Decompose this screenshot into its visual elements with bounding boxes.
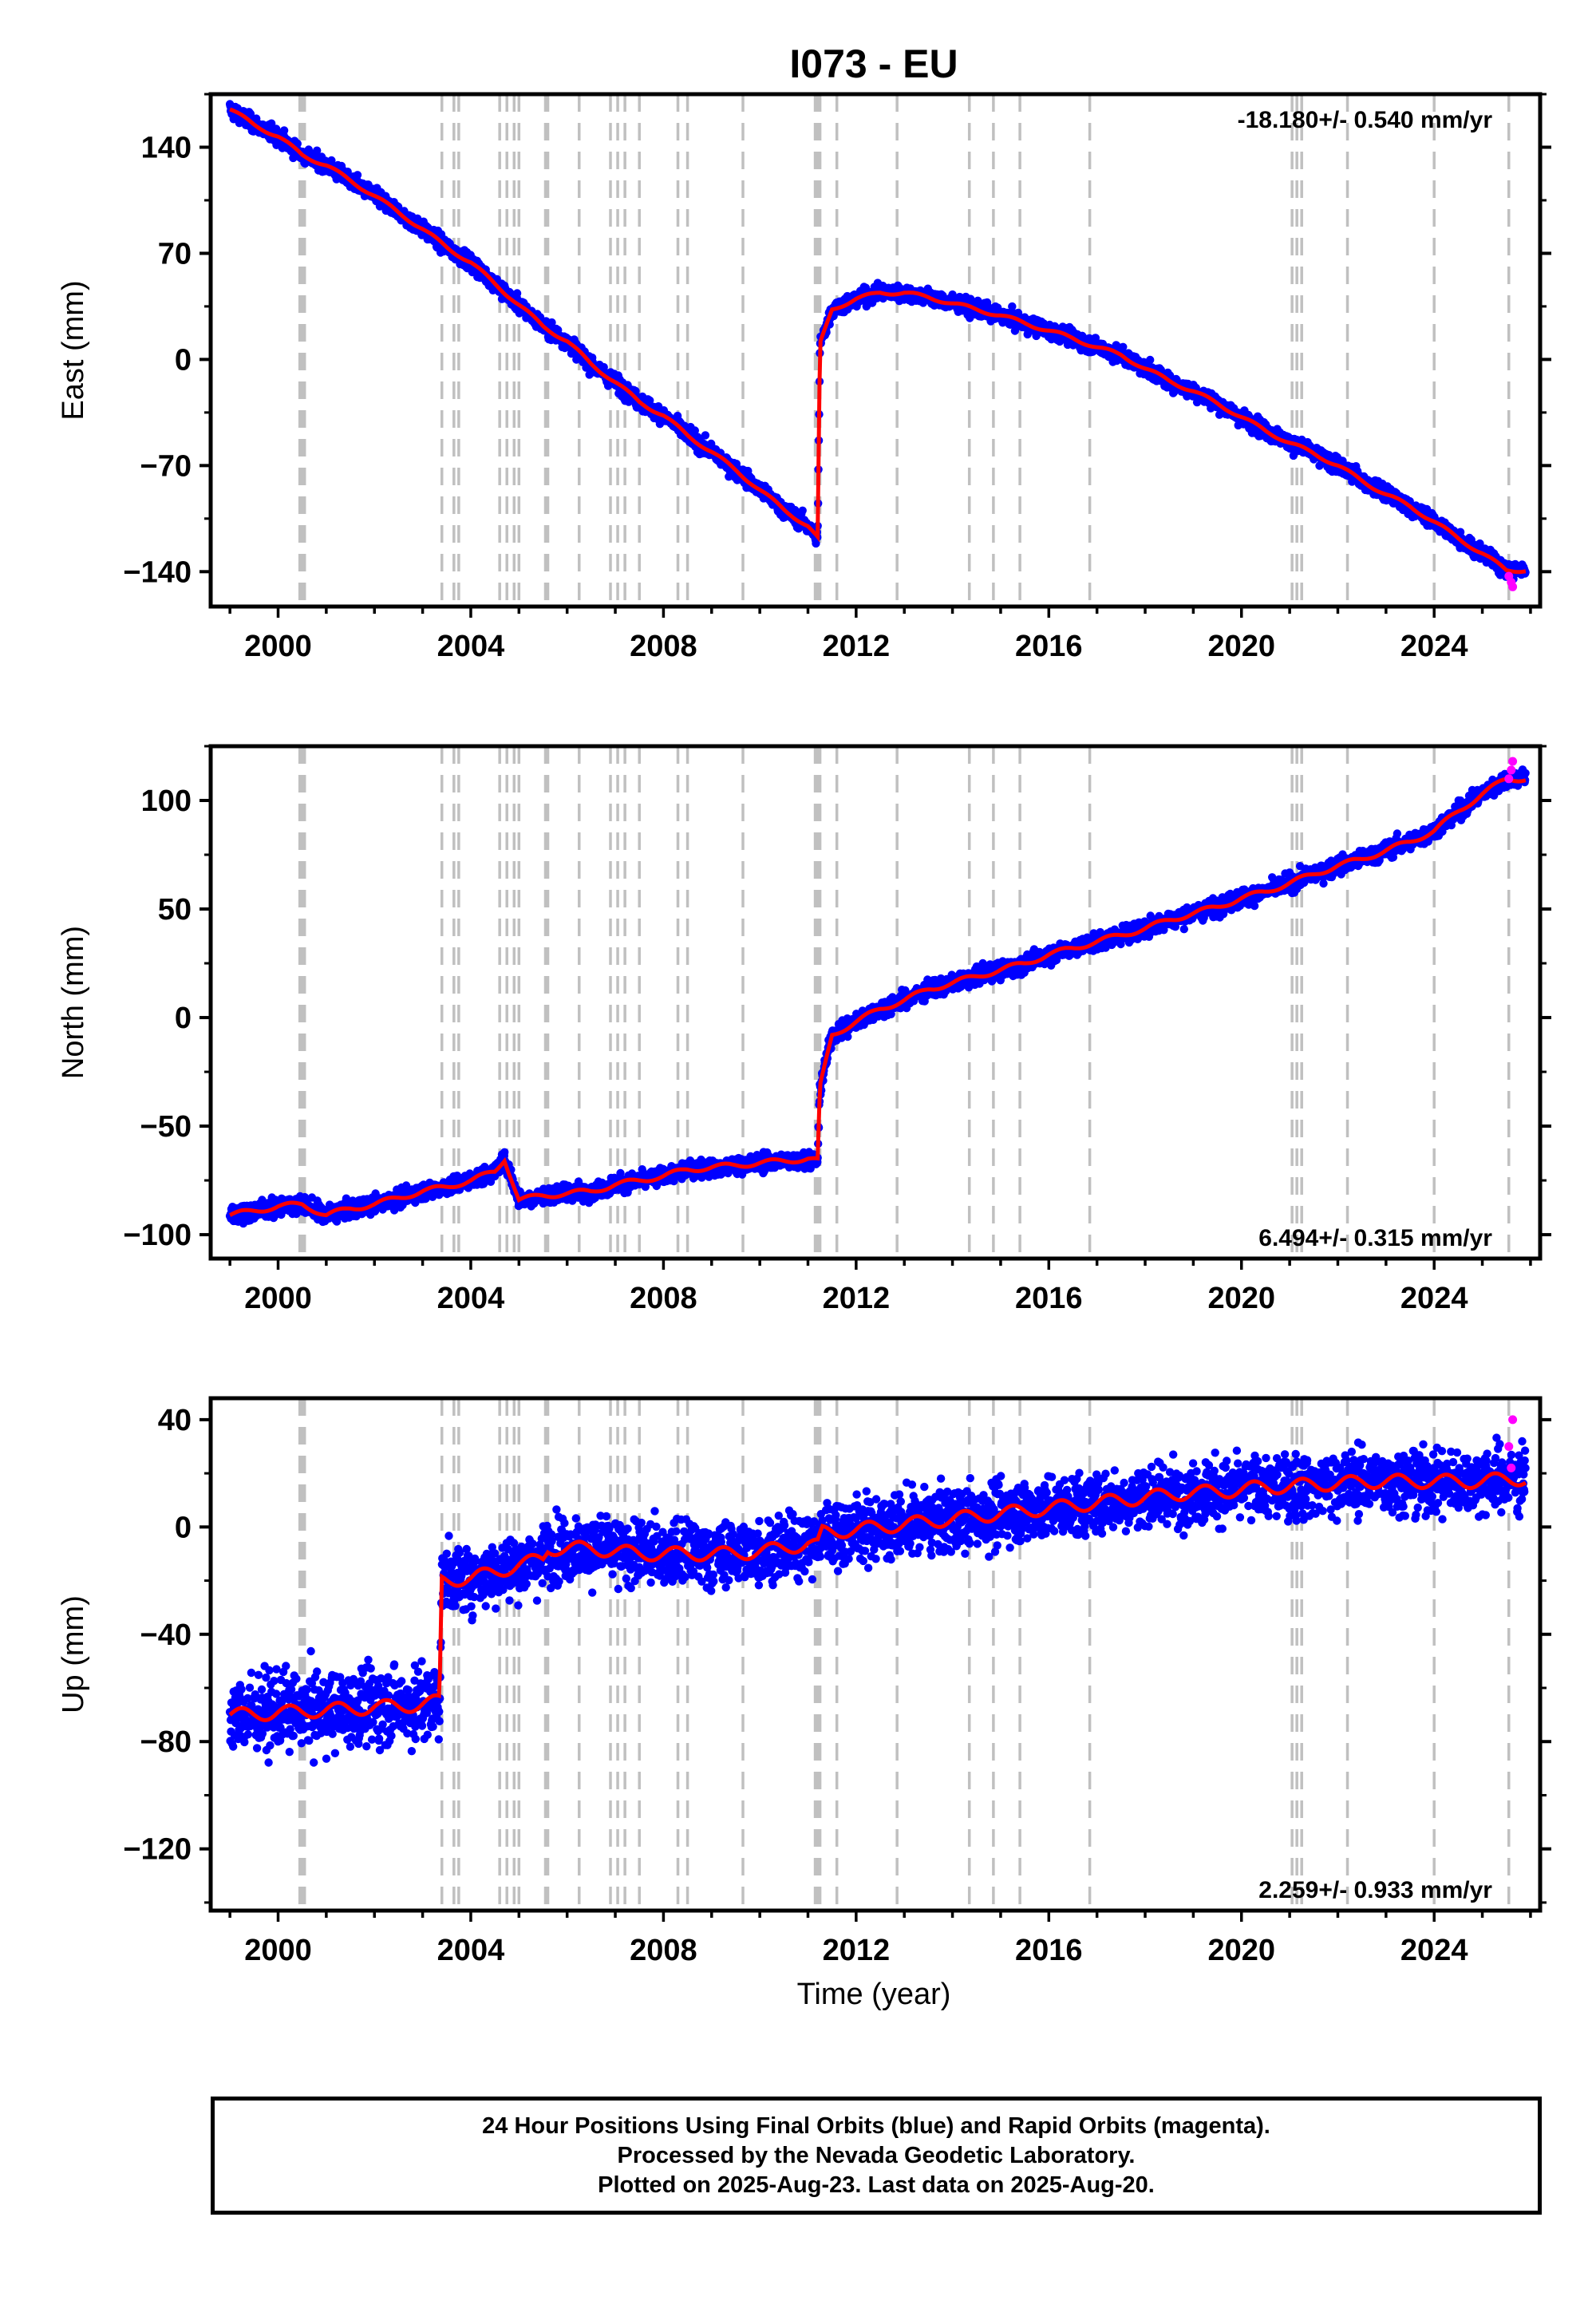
x-tick-label: 2012 [823,630,891,663]
data-point-final [1119,342,1128,351]
data-point-final [701,431,710,440]
data-point-final [798,506,807,515]
x-tick-label: 2020 [1207,630,1275,663]
x-tick-label: 2024 [1400,630,1468,663]
east-plot-area [225,94,1530,607]
data-point-final [1008,302,1017,311]
x-tick-label: 2008 [630,630,697,663]
east-model-fit-line [229,107,1527,575]
chart-title: I073 - EU [789,41,958,86]
y-tick-label: −70 [140,449,192,483]
data-point-final [500,1148,509,1157]
x-tick-label: 2004 [437,630,505,663]
data-point-final [512,289,522,298]
x-tick-label: 2016 [1015,630,1083,663]
data-point-final [279,126,289,135]
east-velocity-text: -18.180+/- 0.540 mm/yr [1238,107,1493,133]
y-tick-label: 140 [141,131,192,164]
north-plot-area [225,746,1530,1259]
data-point-final [1146,355,1155,365]
y-tick-label: 70 [158,237,192,271]
data-point-final [313,146,322,155]
data-point-rapid [1508,582,1518,591]
panel-east: −140 −70 0 70 140 2000 2004 2008 2012 2016 2020 202… [57,92,1551,663]
y-tick-label: −140 [123,555,192,589]
data-point-final [246,109,255,118]
data-point-final [646,396,654,405]
data-point-final [353,171,362,180]
east-panel-frame [208,92,1543,609]
east-axis-label: East (mm) [57,280,90,420]
y-tick-label: 0 [175,343,192,377]
data-point-final [267,119,276,128]
x-tick-label: 2000 [244,630,312,663]
